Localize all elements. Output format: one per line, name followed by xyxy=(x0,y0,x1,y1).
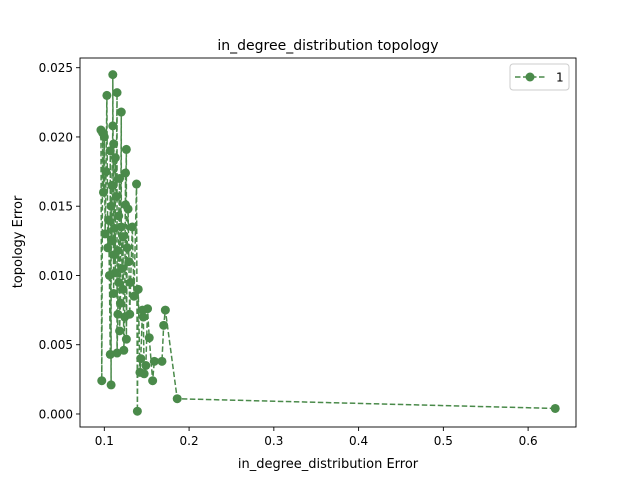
data-point xyxy=(119,345,129,355)
data-point xyxy=(159,320,169,330)
data-point xyxy=(100,229,110,239)
data-point xyxy=(107,236,117,246)
data-point xyxy=(157,356,167,366)
data-point xyxy=(122,243,132,253)
data-point xyxy=(137,305,147,315)
data-point xyxy=(121,334,131,344)
data-point xyxy=(118,284,128,294)
data-point xyxy=(135,367,145,377)
plot-area xyxy=(96,70,560,416)
data-point xyxy=(105,349,115,359)
data-point xyxy=(107,180,117,190)
data-point xyxy=(105,146,115,156)
data-point xyxy=(132,179,142,189)
data-point xyxy=(110,250,119,260)
y-tick-label: 0.020 xyxy=(39,130,73,144)
data-point xyxy=(110,223,119,233)
data-point xyxy=(96,125,106,135)
x-tick-label: 0.3 xyxy=(264,434,283,448)
data-point xyxy=(112,88,122,98)
x-tick-label: 0.5 xyxy=(434,434,453,448)
y-tick-label: 0.005 xyxy=(39,338,73,352)
data-point xyxy=(129,291,139,301)
data-point xyxy=(110,153,120,163)
data-point xyxy=(112,348,122,358)
legend-marker xyxy=(525,72,535,82)
y-tick-label: 0.015 xyxy=(39,200,73,214)
x-axis-label: in_degree_distribution Error xyxy=(238,457,419,472)
data-point xyxy=(97,376,107,386)
x-tick-label: 0.2 xyxy=(180,434,199,448)
data-point xyxy=(116,222,126,232)
y-axis-label: topology Error xyxy=(11,195,26,288)
data-point xyxy=(141,361,151,370)
chart-title: in_degree_distribution topology xyxy=(217,38,438,54)
x-tick-label: 0.1 xyxy=(95,434,114,448)
y-tick-label: 0.000 xyxy=(39,407,73,421)
data-point xyxy=(108,70,118,80)
data-point xyxy=(117,264,127,274)
data-point xyxy=(104,270,114,280)
y-tick-label: 0.025 xyxy=(39,61,73,75)
data-point xyxy=(160,305,170,315)
data-point xyxy=(149,356,159,366)
data-point xyxy=(115,174,125,184)
data-point xyxy=(98,187,108,197)
data-point xyxy=(109,139,119,149)
plot-frame xyxy=(79,57,577,428)
data-point xyxy=(109,288,119,298)
data-point xyxy=(126,277,136,287)
axes: 0.1 0.2 0.3 0.4 0.5 0.6 0.000 0.005 0.010 0.015 0.… xyxy=(39,61,538,448)
y-tick-label: 0.010 xyxy=(39,269,73,283)
data-point xyxy=(106,201,116,211)
data-point xyxy=(148,376,158,386)
data-point xyxy=(133,284,143,294)
data-point xyxy=(101,167,111,177)
legend: 1 xyxy=(509,63,570,91)
data-point xyxy=(120,312,130,322)
data-point xyxy=(115,298,125,308)
data-point xyxy=(103,243,113,253)
data-point xyxy=(113,309,123,319)
data-point xyxy=(172,394,182,404)
data-point xyxy=(136,354,146,364)
data-point xyxy=(114,277,124,287)
data-point xyxy=(104,215,114,225)
data-point xyxy=(144,333,154,343)
data-point xyxy=(127,222,137,232)
data-point xyxy=(118,232,128,242)
data-point xyxy=(138,312,148,322)
data-point xyxy=(111,192,121,202)
data-point xyxy=(102,90,112,100)
data-point xyxy=(121,144,131,154)
x-tick-label: 0.6 xyxy=(519,434,538,448)
x-tick-label: 0.4 xyxy=(349,434,368,448)
data-point xyxy=(124,257,134,267)
data-point xyxy=(108,121,118,131)
data-point xyxy=(121,200,131,210)
legend-label: 1 xyxy=(556,71,564,85)
data-point xyxy=(114,211,124,221)
data-point xyxy=(116,107,126,117)
data-point xyxy=(121,168,131,178)
data-point xyxy=(132,406,142,416)
data-point xyxy=(115,326,125,336)
data-point xyxy=(106,380,116,390)
data-point xyxy=(550,403,560,413)
